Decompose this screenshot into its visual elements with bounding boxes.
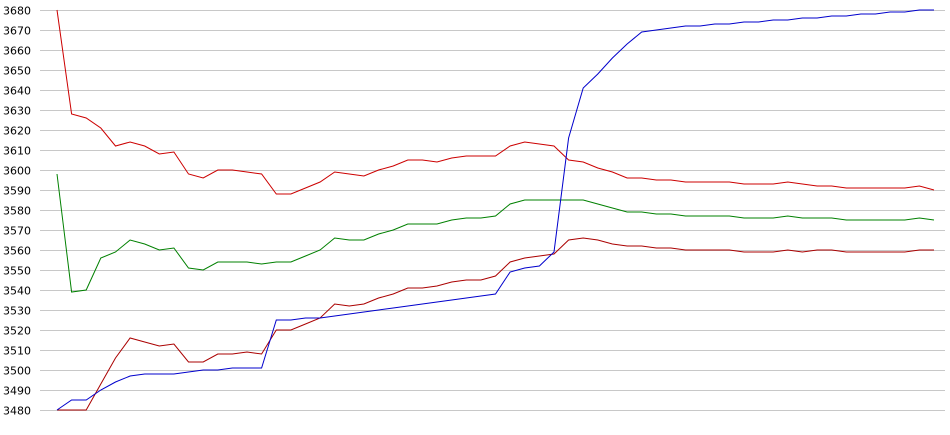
y-tick-label-3590: 3590 xyxy=(3,185,31,198)
y-tick-label-3580: 3580 xyxy=(3,205,31,218)
series-line-3 xyxy=(57,237,934,411)
y-tick-label-3620: 3620 xyxy=(3,125,31,138)
y-tick-label-3530: 3530 xyxy=(3,305,31,318)
series-line-1 xyxy=(56,9,935,195)
y-tick-label-3630: 3630 xyxy=(3,105,31,118)
y-tick-label-3500: 3500 xyxy=(3,365,31,378)
plot-area xyxy=(56,9,935,411)
y-tick-label-3520: 3520 xyxy=(3,325,31,338)
y-tick-label-3650: 3650 xyxy=(3,65,31,78)
y-tick-label-3600: 3600 xyxy=(3,165,31,178)
y-tick-label-3640: 3640 xyxy=(3,85,31,98)
y-tick-label-3540: 3540 xyxy=(3,285,31,298)
series-line-2 xyxy=(56,173,935,293)
y-tick-label-3480: 3480 xyxy=(3,405,31,418)
y-tick-label-3550: 3550 xyxy=(3,265,31,278)
y-tick-label-3680: 3680 xyxy=(3,5,31,18)
y-tick-label-3510: 3510 xyxy=(3,345,31,358)
y-tick-label-3560: 3560 xyxy=(3,245,31,258)
y-tick-label-3570: 3570 xyxy=(3,225,31,238)
y-tick-label-3490: 3490 xyxy=(3,385,31,398)
series-line-4 xyxy=(56,9,934,411)
y-tick-label-3610: 3610 xyxy=(3,145,31,158)
y-tick-label-3670: 3670 xyxy=(3,25,31,38)
gridlines xyxy=(40,10,945,411)
y-tick-label-3660: 3660 xyxy=(3,45,31,58)
y-axis-tick-labels: 3480 3490 3500 3510 3520 3530 3540 3550 3560 3570… xyxy=(3,5,31,418)
